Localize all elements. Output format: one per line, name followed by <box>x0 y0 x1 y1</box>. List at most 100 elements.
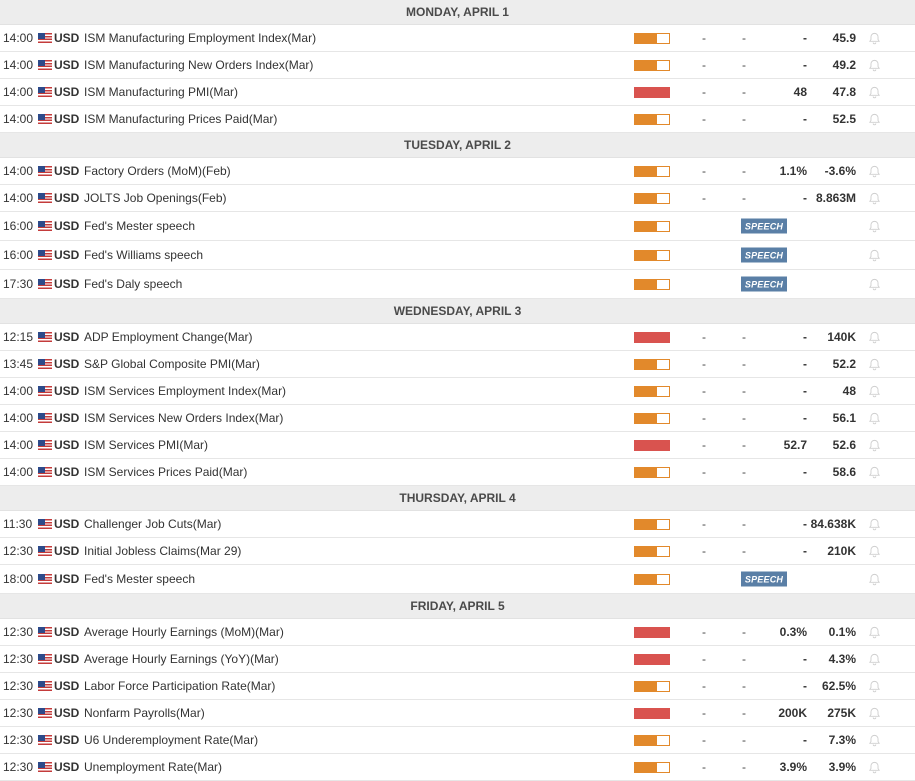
event-title[interactable]: Factory Orders (MoM)(Feb) <box>84 164 231 178</box>
event-row[interactable]: 12:30 USD U6 Underemployment Rate(Mar) - - - 7… <box>0 727 915 754</box>
actual-value: - <box>702 652 706 666</box>
event-title[interactable]: Fed's Mester speech <box>84 219 196 233</box>
bell-icon[interactable] <box>866 700 882 726</box>
event-row[interactable]: 14:00 USD ISM Manufacturing PMI(Mar) - - 48 47… <box>0 79 915 106</box>
event-row[interactable]: 18:00 USD Fed's Mester speech SPEECH <box>0 565 915 594</box>
forecast-value: 3.9% <box>828 760 856 774</box>
bell-icon[interactable] <box>866 185 882 211</box>
event-title[interactable]: Fed's Daly speech <box>84 277 183 291</box>
event-row[interactable]: 14:00 USD ISM Services PMI(Mar) - - 52.7 52.6 <box>0 432 915 459</box>
event-row[interactable]: 14:00 USD ISM Manufacturing Prices Paid(Ma… <box>0 106 915 133</box>
event-title[interactable]: ISM Manufacturing PMI(Mar) <box>84 85 239 99</box>
impact-medium-bar <box>634 113 670 125</box>
bell-icon[interactable] <box>866 270 882 298</box>
bell-icon[interactable] <box>866 619 882 645</box>
event-title[interactable]: ISM Manufacturing Employment Index(Mar) <box>84 31 317 45</box>
event-title[interactable]: Unemployment Rate(Mar) <box>84 760 223 774</box>
previous-value: 1.1% <box>779 164 807 178</box>
event-row[interactable]: 11:30 USD Challenger Job Cuts(Mar) - - -84.63… <box>0 511 915 538</box>
previous-value: 48 <box>793 85 807 99</box>
bell-icon[interactable] <box>866 106 882 132</box>
previous-value: - <box>803 384 807 398</box>
bell-icon[interactable] <box>866 52 882 78</box>
event-title[interactable]: Labor Force Participation Rate(Mar) <box>84 679 276 693</box>
event-row[interactable]: 14:00 USD ISM Services Employment Index(Ma… <box>0 378 915 405</box>
event-title[interactable]: ISM Manufacturing Prices Paid(Mar) <box>84 112 278 126</box>
bell-icon[interactable] <box>866 351 882 377</box>
event-row[interactable]: 12:30 USD Average Hourly Earnings (YoY)(Ma… <box>0 646 915 673</box>
event-title[interactable]: ISM Services Prices Paid(Mar) <box>84 465 248 479</box>
event-row[interactable]: 14:00 USD ISM Services New Orders Index(Ma… <box>0 405 915 432</box>
event-row[interactable]: 14:00 USD ISM Manufacturing New Orders Ind… <box>0 52 915 79</box>
event-row[interactable]: 13:45 USD S&P Global Composite PMI(Mar) - - -… <box>0 351 915 378</box>
event-row[interactable]: 14:00 USD Factory Orders (MoM)(Feb) - - 1.1% -… <box>0 158 915 185</box>
event-title[interactable]: Fed's Mester speech <box>84 572 196 586</box>
currency-code: USD <box>54 31 80 45</box>
event-title[interactable]: Initial Jobless Claims(Mar 29) <box>84 544 242 558</box>
event-row[interactable]: 14:00 USD ISM Manufacturing Employment Ind… <box>0 25 915 52</box>
bell-icon[interactable] <box>866 158 882 184</box>
event-row[interactable]: 12:30 USD Unemployment Rate(Mar) - -3.9% 3.9% <box>0 754 915 781</box>
bell-icon[interactable] <box>866 212 882 240</box>
bell-icon[interactable] <box>866 432 882 458</box>
event-row[interactable]: 12:30 USD Average Hourly Earnings (MoM)(Ma… <box>0 619 915 646</box>
event-time: 12:30 <box>3 544 34 558</box>
event-title[interactable]: Fed's Williams speech <box>84 248 203 262</box>
impact-indicator <box>634 700 670 726</box>
bell-icon[interactable] <box>866 673 882 699</box>
impact-high-bar <box>634 626 670 638</box>
bell-icon[interactable] <box>866 79 882 105</box>
previous-value: - <box>803 330 807 344</box>
event-row[interactable]: 12:30 USD Labor Force Participation Rate(M… <box>0 673 915 700</box>
actual-value: - <box>702 733 706 747</box>
bell-icon[interactable] <box>866 511 882 537</box>
consensus-value: - <box>742 164 746 178</box>
bell-icon[interactable] <box>866 405 882 431</box>
impact-indicator <box>634 378 670 404</box>
event-title[interactable]: ISM Services Employment Index(Mar) <box>84 384 287 398</box>
event-title[interactable]: ISM Services New Orders Index(Mar) <box>84 411 284 425</box>
impact-indicator <box>634 212 670 240</box>
bell-icon[interactable] <box>866 565 882 593</box>
consensus-value: - <box>742 85 746 99</box>
bell-icon[interactable] <box>866 25 882 51</box>
event-row[interactable]: 12:30 USD Initial Jobless Claims(Mar 29) - -… <box>0 538 915 565</box>
event-title[interactable]: ISM Services PMI(Mar) <box>84 438 209 452</box>
event-title[interactable]: Average Hourly Earnings (YoY)(Mar) <box>84 652 279 666</box>
event-title[interactable]: S&P Global Composite PMI(Mar) <box>84 357 260 371</box>
bell-icon[interactable] <box>866 754 882 780</box>
bell-icon[interactable] <box>866 378 882 404</box>
event-title[interactable]: Challenger Job Cuts(Mar) <box>84 517 222 531</box>
event-row[interactable]: 16:00 USD Fed's Mester speech SPEECH <box>0 212 915 241</box>
forecast-value: 62.5% <box>821 679 856 693</box>
day-header: FRIDAY, APRIL 5 <box>0 594 915 619</box>
consensus-value: - <box>742 652 746 666</box>
bell-icon[interactable] <box>866 727 882 753</box>
event-title[interactable]: U6 Underemployment Rate(Mar) <box>84 733 259 747</box>
actual-value: - <box>702 517 706 531</box>
bell-icon[interactable] <box>866 538 882 564</box>
forecast-value: 52.6 <box>832 438 856 452</box>
event-row[interactable]: 14:00 USD ISM Services Prices Paid(Mar) - - -… <box>0 459 915 486</box>
bell-icon[interactable] <box>866 646 882 672</box>
event-row[interactable]: 17:30 USD Fed's Daly speech SPEECH <box>0 270 915 299</box>
event-row[interactable]: 14:00 USD JOLTS Job Openings(Feb) - - -8.863M <box>0 185 915 212</box>
previous-value: - <box>803 733 807 747</box>
event-title[interactable]: Average Hourly Earnings (MoM)(Mar) <box>84 625 284 639</box>
consensus-value: - <box>742 438 746 452</box>
us-flag-icon <box>38 538 52 564</box>
impact-indicator <box>634 727 670 753</box>
event-title[interactable]: JOLTS Job Openings(Feb) <box>84 191 227 205</box>
event-row[interactable]: 16:00 USD Fed's Williams speech SPEECH <box>0 241 915 270</box>
event-time: 18:00 <box>3 572 34 586</box>
event-row[interactable]: 12:15 USD ADP Employment Change(Mar) - - - 140… <box>0 324 915 351</box>
bell-icon[interactable] <box>866 324 882 350</box>
bell-icon[interactable] <box>866 241 882 269</box>
event-title[interactable]: ISM Manufacturing New Orders Index(Mar) <box>84 58 314 72</box>
event-title[interactable]: Nonfarm Payrolls(Mar) <box>84 706 205 720</box>
consensus-value: - <box>742 733 746 747</box>
event-title[interactable]: ADP Employment Change(Mar) <box>84 330 253 344</box>
bell-icon[interactable] <box>866 459 882 485</box>
currency-code: USD <box>54 248 80 262</box>
event-row[interactable]: 12:30 USD Nonfarm Payrolls(Mar) - - 200K 275K <box>0 700 915 727</box>
